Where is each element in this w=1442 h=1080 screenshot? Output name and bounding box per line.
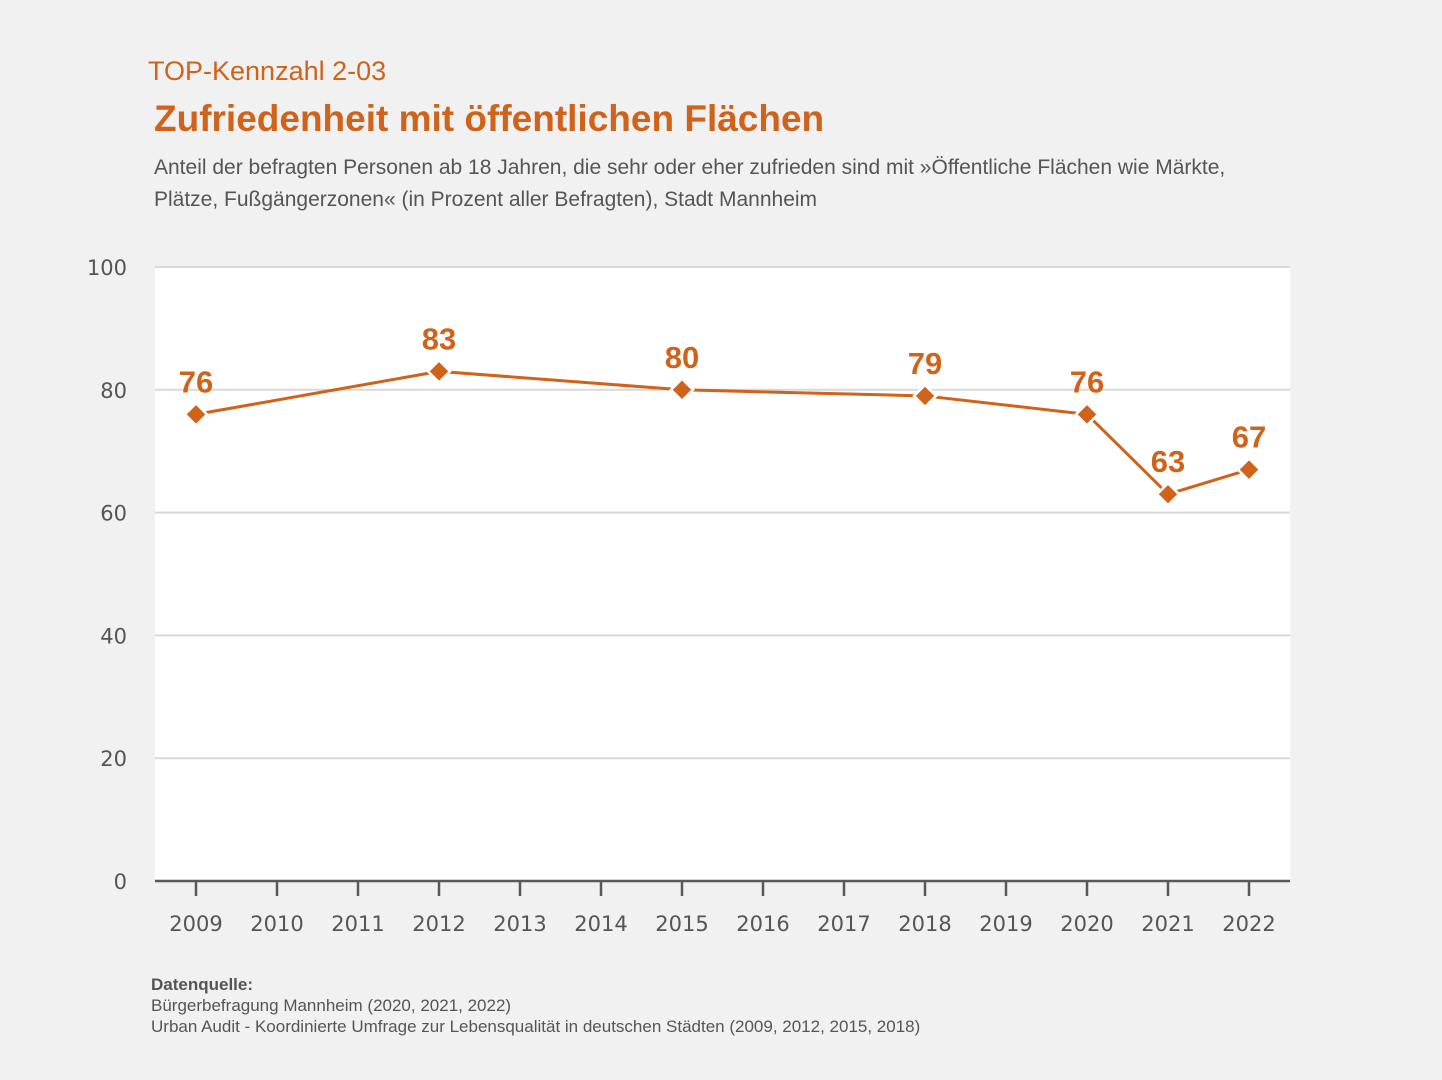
data-point-marker	[1074, 401, 1100, 428]
data-label: 76	[179, 364, 213, 399]
data-source: Datenquelle: Bürgerbefragung Mannheim (2…	[151, 974, 920, 1037]
data-point-marker	[1155, 481, 1181, 507]
data-point-marker	[912, 383, 938, 409]
data-labels: 76 83 80 79 76 63 67	[179, 321, 1266, 479]
data-point-marker	[669, 377, 695, 403]
data-label: 76	[1070, 364, 1104, 399]
data-point-marker	[426, 358, 452, 385]
data-label: 63	[1151, 444, 1185, 479]
series-layer	[183, 358, 1262, 507]
data-point-marker	[1236, 456, 1262, 483]
x-tick-label: 2014	[574, 912, 627, 936]
x-tick-label: 2011	[331, 912, 384, 936]
x-tick-label: 2020	[1060, 912, 1113, 936]
y-axis-ticks: 0 20 40 60 80 100	[87, 256, 127, 894]
data-label: 67	[1232, 420, 1266, 455]
x-tick-label: 2021	[1141, 912, 1194, 936]
x-tick-label: 2010	[250, 912, 303, 936]
data-point-marker	[183, 401, 209, 428]
x-tick-label: 2019	[979, 912, 1032, 936]
chart-title: Zufriedenheit mit öffentlichen Flächen	[154, 98, 825, 139]
x-tick-label: 2013	[493, 912, 546, 936]
y-tick-label: 100	[87, 256, 127, 280]
y-tick-label: 60	[100, 502, 127, 526]
y-tick-label: 40	[100, 624, 127, 648]
x-tick-label: 2016	[736, 912, 789, 936]
source-line: Urban Audit - Koordinierte Umfrage zur L…	[151, 1017, 921, 1036]
x-tick-label: 2018	[898, 912, 951, 936]
chart-kicker: TOP-Kennzahl 2-03	[148, 56, 387, 86]
y-tick-label: 0	[114, 870, 127, 894]
x-tick-label: 2015	[655, 912, 708, 936]
source-line: Bürgerbefragung Mannheim (2020, 2021, 20…	[151, 996, 512, 1015]
data-label: 79	[908, 346, 942, 381]
y-tick-label: 80	[100, 379, 127, 403]
source-heading: Datenquelle:	[151, 975, 254, 994]
x-tick-label: 2009	[169, 912, 222, 936]
x-axis: 2009 2010 2011 2012 2013 2014 2015 2016 2017 2018…	[155, 879, 1290, 936]
y-tick-label: 20	[100, 747, 127, 771]
x-tick-label: 2017	[817, 912, 870, 936]
x-tick-label: 2012	[412, 912, 465, 936]
data-label: 80	[665, 340, 699, 375]
x-tick-label: 2022	[1222, 912, 1275, 936]
data-label: 83	[422, 321, 456, 356]
chart-subtitle: Anteil der befragten Personen ab 18 Jahr…	[154, 156, 1226, 211]
plot-area	[155, 267, 1290, 881]
